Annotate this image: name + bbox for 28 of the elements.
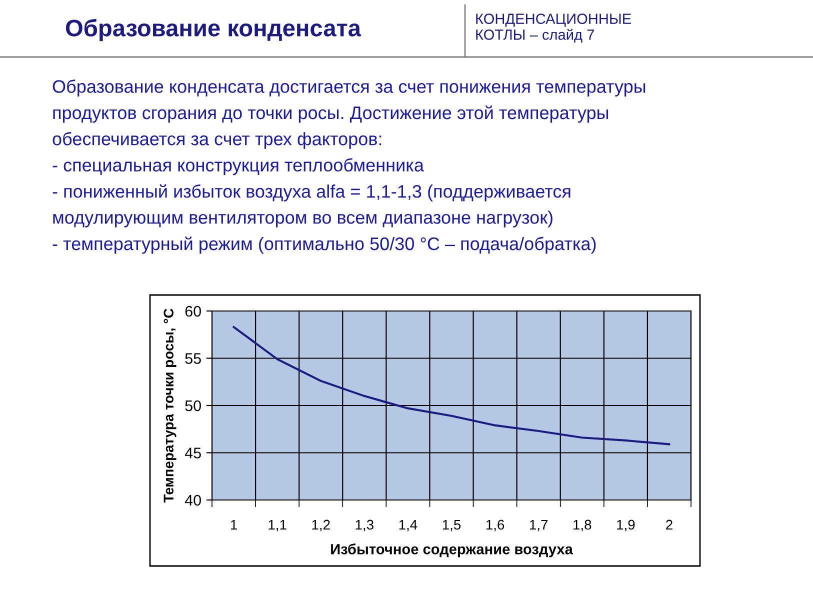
text: - пониженный избыток воздуха alfa = 1,1-1,3 (поддерживается <box>52 184 570 202</box>
y-tick-label: 55 <box>185 353 201 364</box>
text: обеспечивается за счет трех факторов: <box>52 132 382 149</box>
text: - специальная конструкция теплообменника <box>52 158 424 176</box>
y-tick-label: 50 <box>185 400 201 412</box>
x-tick-label: 1,1 <box>268 520 286 532</box>
text: - температурный режим (оптимально 50/30 °С – подача/обратка) <box>52 236 596 254</box>
x-tick-label: 1,9 <box>617 520 635 532</box>
x-tick-label: 1,2 <box>312 520 330 532</box>
line-series <box>232 326 670 446</box>
x-tick-label: 1,3 <box>356 520 374 532</box>
x-tick-label: 1,8 <box>574 520 592 532</box>
chart-title: Образование конденсата <box>66 18 362 42</box>
text: продуктов сгорания до точки росы. Достижение этой температуры <box>53 106 608 123</box>
chart-subtitle: КОНДЕНСАЦИОННЫЕ КОТЛЫ – слайд 7 <box>476 14 631 43</box>
x-axis-title: Избыточное содержание воздуха <box>331 544 573 558</box>
x-tick-label: 1,7 <box>530 520 548 532</box>
text: Образование конденсата достигается за счет понижения температуры <box>52 80 646 96</box>
x-tick-label: 1,6 <box>486 520 504 532</box>
x-tick-label: 1 <box>230 520 237 530</box>
y-tick-label: 45 <box>184 448 201 458</box>
y-tick-label: 40 <box>184 494 201 506</box>
x-tick-label: 1,4 <box>399 520 418 532</box>
x-tick-label: 1,5 <box>442 520 461 532</box>
y-tick-label: 60 <box>185 306 201 317</box>
text: модулирующим вентилятором во всем диапазоне нагрузок) <box>53 210 552 228</box>
x-tick-label: 2 <box>666 520 672 530</box>
y-axis-title: Температура точки росы, °С <box>164 308 176 503</box>
